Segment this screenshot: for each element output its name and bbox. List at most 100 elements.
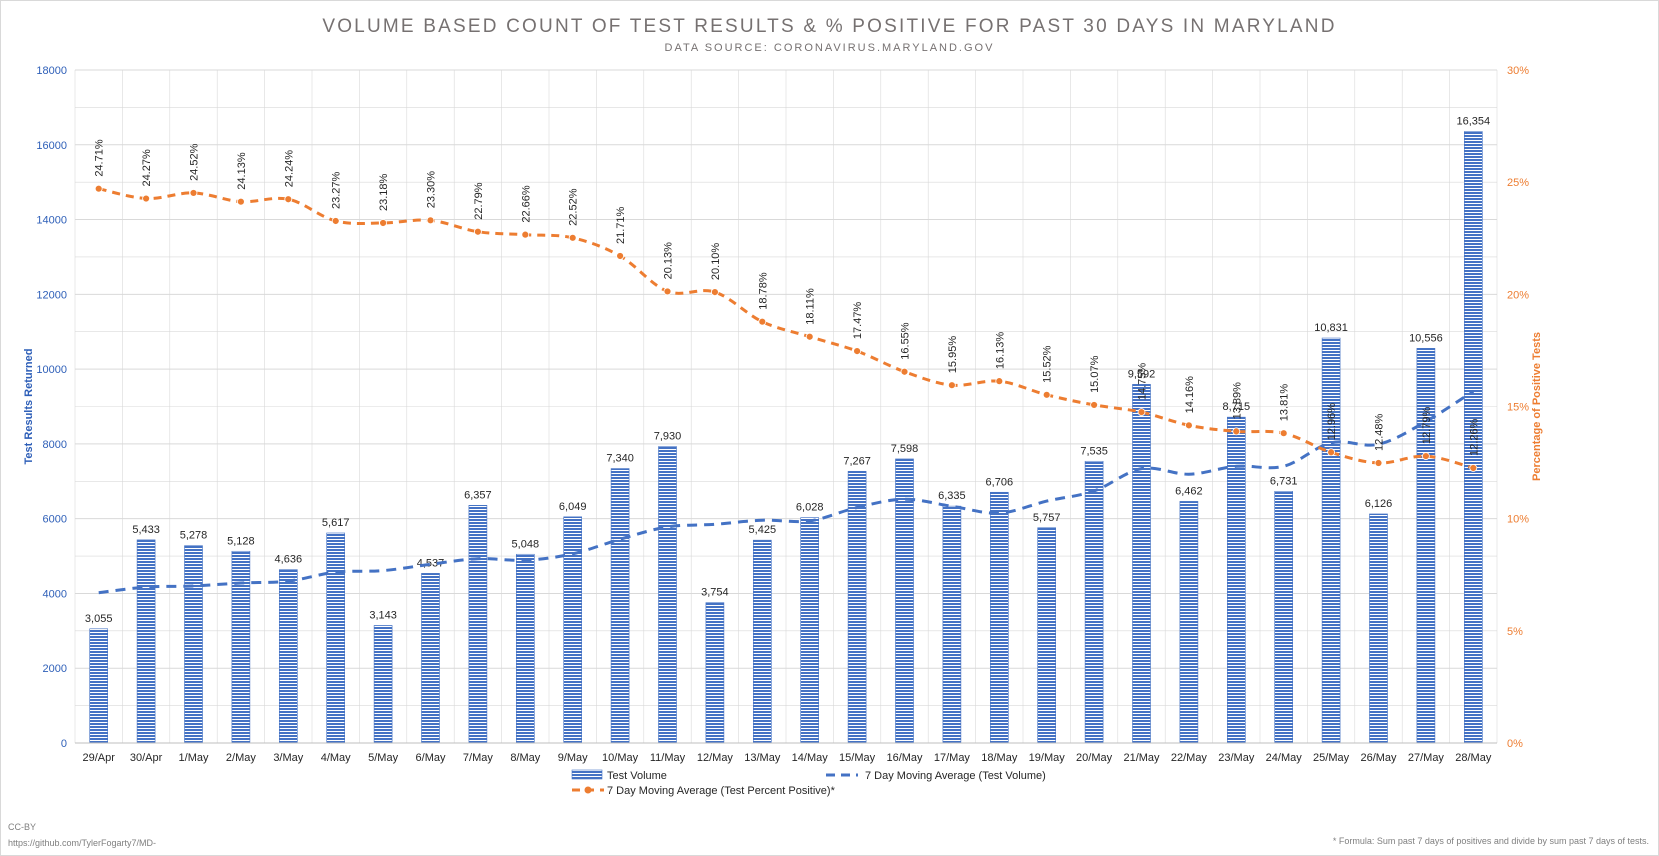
bar-data-label: 5,433 bbox=[132, 524, 160, 536]
left-axis-tick-label: 16000 bbox=[36, 140, 67, 152]
bar bbox=[421, 573, 440, 744]
x-axis-tick-label: 1/May bbox=[179, 752, 209, 764]
percent-point bbox=[331, 217, 340, 225]
percent-data-label: 22.79% bbox=[473, 182, 485, 220]
bar-data-label: 7,267 bbox=[843, 455, 871, 467]
left-axis-tick-label: 12000 bbox=[36, 289, 67, 301]
percent-data-label: 14.16% bbox=[1184, 376, 1196, 414]
percent-data-label: 14.75% bbox=[1137, 363, 1149, 401]
bar-data-label: 5,757 bbox=[1033, 512, 1061, 524]
chart-subtitle: DATA SOURCE: CORONAVIRUS.MARYLAND.GOV bbox=[664, 42, 995, 54]
bar-data-label: 16,354 bbox=[1456, 116, 1490, 128]
x-axis-tick-label: 7/May bbox=[463, 752, 493, 764]
bar-data-label: 6,731 bbox=[1270, 475, 1298, 487]
bar-data-label: 6,049 bbox=[559, 501, 587, 513]
bar-data-label: 5,278 bbox=[180, 530, 208, 542]
percent-data-label: 24.52% bbox=[189, 143, 201, 181]
bar-data-label: 5,425 bbox=[749, 524, 777, 536]
bar bbox=[468, 505, 488, 744]
percent-point bbox=[189, 189, 198, 197]
legend-label-volume-average: 7 Day Moving Average (Test Volume) bbox=[865, 770, 1046, 782]
x-axis-tick-label: 14/May bbox=[792, 752, 829, 764]
x-axis-tick-label: 16/May bbox=[886, 752, 923, 764]
bar-data-label: 7,340 bbox=[606, 453, 634, 465]
bar-data-label: 8,715 bbox=[1223, 401, 1251, 413]
bar-data-label: 5,617 bbox=[322, 517, 350, 529]
bar bbox=[184, 545, 203, 744]
x-axis-tick-label: 21/May bbox=[1123, 752, 1160, 764]
bar-data-label: 5,048 bbox=[512, 538, 540, 550]
percent-data-label: 16.13% bbox=[994, 332, 1006, 370]
bar-data-label: 3,754 bbox=[701, 587, 729, 599]
bar bbox=[942, 505, 962, 744]
bar bbox=[1037, 527, 1056, 744]
bar-data-label: 7,930 bbox=[654, 431, 682, 443]
bar-data-label: 6,335 bbox=[938, 490, 966, 502]
percent-data-label: 24.24% bbox=[283, 150, 295, 188]
x-axis-tick-label: 18/May bbox=[981, 752, 1018, 764]
bar-data-label: 5,128 bbox=[227, 535, 255, 547]
bar-data-label: 10,831 bbox=[1314, 322, 1348, 334]
legend-label-percent-positive: 7 Day Moving Average (Test Percent Posit… bbox=[607, 785, 836, 797]
percent-point bbox=[284, 195, 293, 204]
bar bbox=[800, 517, 820, 744]
percent-point bbox=[995, 377, 1004, 386]
x-axis-tick-label: 8/May bbox=[510, 752, 540, 764]
percent-data-label: 22.66% bbox=[520, 185, 532, 223]
right-axis-tick-label: 0% bbox=[1507, 738, 1523, 750]
x-axis-tick-label: 6/May bbox=[416, 752, 446, 764]
percent-data-label: 13.89% bbox=[1231, 382, 1243, 420]
bar bbox=[89, 628, 108, 744]
percent-data-label: 17.47% bbox=[852, 302, 864, 340]
bar-data-label: 9,592 bbox=[1128, 368, 1156, 380]
left-axis-tick-label: 4000 bbox=[43, 588, 67, 600]
legend-swatch-test-volume bbox=[571, 769, 603, 780]
bar-data-label: 6,126 bbox=[1365, 498, 1393, 510]
bar-data-label: 4,636 bbox=[275, 554, 303, 566]
percent-point bbox=[711, 288, 719, 296]
percent-data-label: 15.52% bbox=[1042, 345, 1054, 383]
bar-data-label: 10,556 bbox=[1409, 332, 1443, 344]
bar bbox=[658, 446, 677, 744]
x-axis-tick-label: 15/May bbox=[839, 752, 876, 764]
bar bbox=[705, 602, 725, 744]
percent-data-label: 24.27% bbox=[141, 149, 153, 187]
percent-point bbox=[853, 347, 861, 355]
percent-data-label: 23.27% bbox=[331, 171, 343, 209]
bar bbox=[231, 550, 251, 744]
left-axis-tick-label: 10000 bbox=[36, 364, 67, 376]
percent-data-label: 18.11% bbox=[805, 288, 817, 325]
percent-point bbox=[805, 332, 814, 341]
percent-point bbox=[1374, 459, 1383, 467]
percent-data-label: 12.96% bbox=[1326, 403, 1338, 441]
x-axis-tick-label: 13/May bbox=[744, 752, 781, 764]
bar-data-label: 6,357 bbox=[464, 489, 492, 501]
bar bbox=[989, 491, 1009, 744]
percent-positive-line bbox=[98, 187, 1474, 470]
right-axis-tick-label: 15% bbox=[1507, 402, 1529, 414]
legend-marker-percent-positive bbox=[584, 786, 592, 794]
percent-point bbox=[1327, 448, 1335, 457]
bar bbox=[1369, 513, 1388, 744]
bar bbox=[1274, 491, 1293, 744]
source-url: https://github.com/TylerFogarty7/MD- bbox=[8, 838, 157, 848]
bar bbox=[1321, 337, 1341, 744]
bar-data-label: 7,535 bbox=[1080, 445, 1108, 457]
percent-data-label: 12.26% bbox=[1468, 418, 1480, 456]
percent-data-label: 16.55% bbox=[900, 322, 912, 360]
percent-point bbox=[1469, 464, 1478, 472]
bar bbox=[895, 458, 914, 744]
bar bbox=[1084, 460, 1104, 744]
percent-point bbox=[663, 287, 672, 296]
left-axis-tick-label: 8000 bbox=[43, 439, 67, 451]
percent-point bbox=[758, 317, 767, 326]
right-axis-tick-label: 30% bbox=[1507, 65, 1529, 77]
bar bbox=[515, 553, 535, 744]
chart-title: VOLUME BASED COUNT OF TEST RESULTS & % P… bbox=[322, 16, 1337, 37]
axes: 0 2000 4000 6000 8000 10000 12000 14000 16000 180… bbox=[23, 65, 1543, 764]
x-axis-tick-label: 19/May bbox=[1029, 752, 1066, 764]
bar-data-label: 6,028 bbox=[796, 502, 824, 514]
x-axis-tick-label: 17/May bbox=[934, 752, 971, 764]
x-axis-tick-label: 9/May bbox=[558, 752, 588, 764]
